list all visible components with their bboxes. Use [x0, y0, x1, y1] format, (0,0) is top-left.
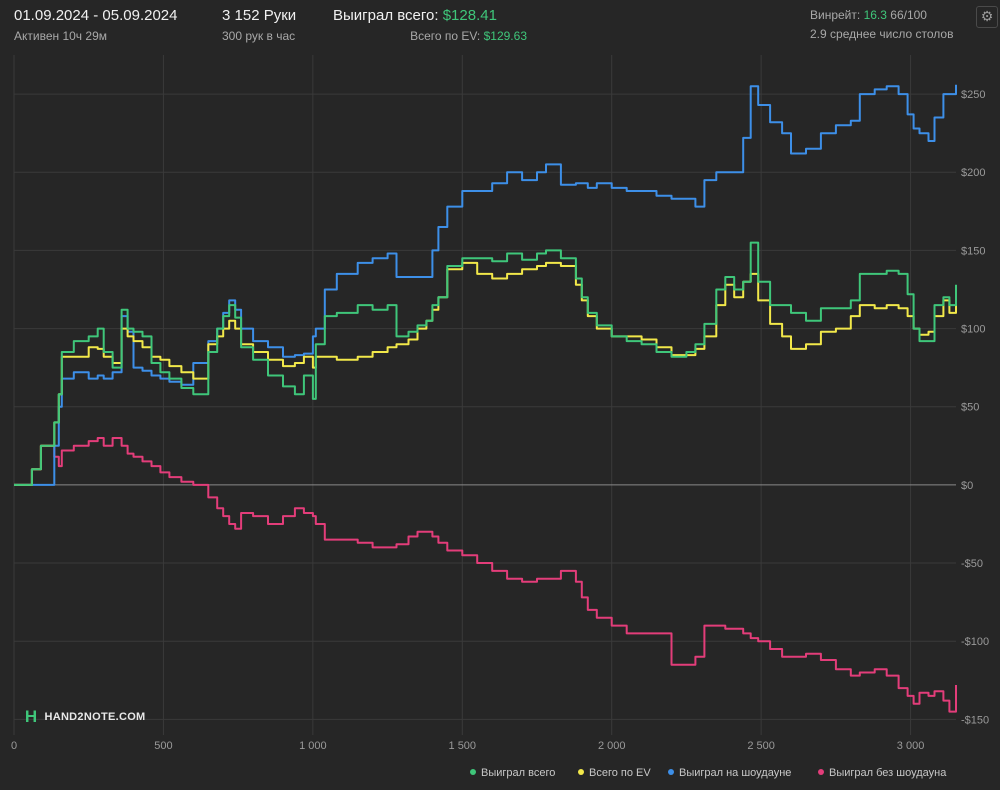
x-tick-label: 3 000 — [897, 740, 925, 752]
settings-gear-icon[interactable]: ⚙ — [976, 6, 998, 28]
hands-per-hour: 300 рук в час — [222, 29, 296, 43]
legend-dot-icon — [470, 769, 476, 775]
logo-icon: H — [24, 707, 38, 726]
won-total-value: $128.41 — [442, 7, 497, 24]
hands-count: 3 152 Руки — [222, 7, 297, 24]
legend-dot-icon — [578, 769, 584, 775]
avg-tables: 2.9 среднее число столов — [810, 27, 954, 41]
y-tick-label: -$50 — [961, 558, 983, 570]
hand2note-logo: H HAND2NOTE.COM — [22, 708, 146, 726]
legend-item-won-total: Выиграл всего — [470, 767, 555, 779]
x-tick-label: 1 000 — [299, 740, 327, 752]
winrate-label: Винрейт: — [810, 8, 861, 22]
legend-item-ev: Всего по EV — [578, 767, 651, 779]
y-tick-label: $50 — [961, 402, 979, 414]
date-range: 01.09.2024 - 05.09.2024 — [14, 7, 178, 24]
active-time: Активен 10ч 29м — [14, 29, 107, 43]
x-tick-label: 0 — [11, 740, 17, 752]
x-tick-label: 2 000 — [598, 740, 626, 752]
ev-total-label: Всего по EV: — [410, 29, 481, 43]
y-tick-label: $250 — [961, 89, 985, 101]
ev-total: Всего по EV: $129.63 — [410, 29, 527, 43]
legend-label: Выиграл всего — [481, 767, 556, 779]
x-tick-label: 500 — [154, 740, 172, 752]
legend-label: Выиграл на шоудауне — [679, 767, 792, 779]
x-tick-label: 2 500 — [747, 740, 775, 752]
legend-item-showdown: Выиграл на шоудауне — [668, 767, 791, 779]
series-ev — [14, 261, 957, 486]
legend-dot-icon — [818, 769, 824, 775]
winrate-value: 16.3 — [863, 8, 887, 22]
legend-label: Выиграл без шоудауна — [829, 767, 947, 779]
series-showdown — [14, 84, 957, 486]
won-total-label: Выиграл всего: — [333, 7, 439, 24]
logo-text: HAND2NOTE.COM — [44, 711, 146, 723]
legend-dot-icon — [668, 769, 674, 775]
legend-label: Всего по EV — [589, 767, 651, 779]
y-tick-label: -$150 — [961, 714, 989, 726]
legend-item-non-showdown: Выиграл без шоудауна — [818, 767, 946, 779]
series-non-showdown — [14, 437, 957, 713]
y-tick-label: $150 — [961, 245, 985, 257]
won-total: Выиграл всего: $128.41 — [333, 7, 497, 24]
y-tick-label: $0 — [961, 480, 973, 492]
y-tick-label: $100 — [961, 324, 985, 336]
x-tick-label: 1 500 — [449, 740, 477, 752]
ev-total-value: $129.63 — [483, 29, 527, 43]
series-won-total — [14, 241, 957, 486]
y-tick-label: -$100 — [961, 636, 989, 648]
winrate-unit: 66/100 — [890, 8, 927, 22]
y-tick-label: $200 — [961, 167, 985, 179]
winrate: Винрейт: 16.3 66/100 — [810, 8, 927, 22]
